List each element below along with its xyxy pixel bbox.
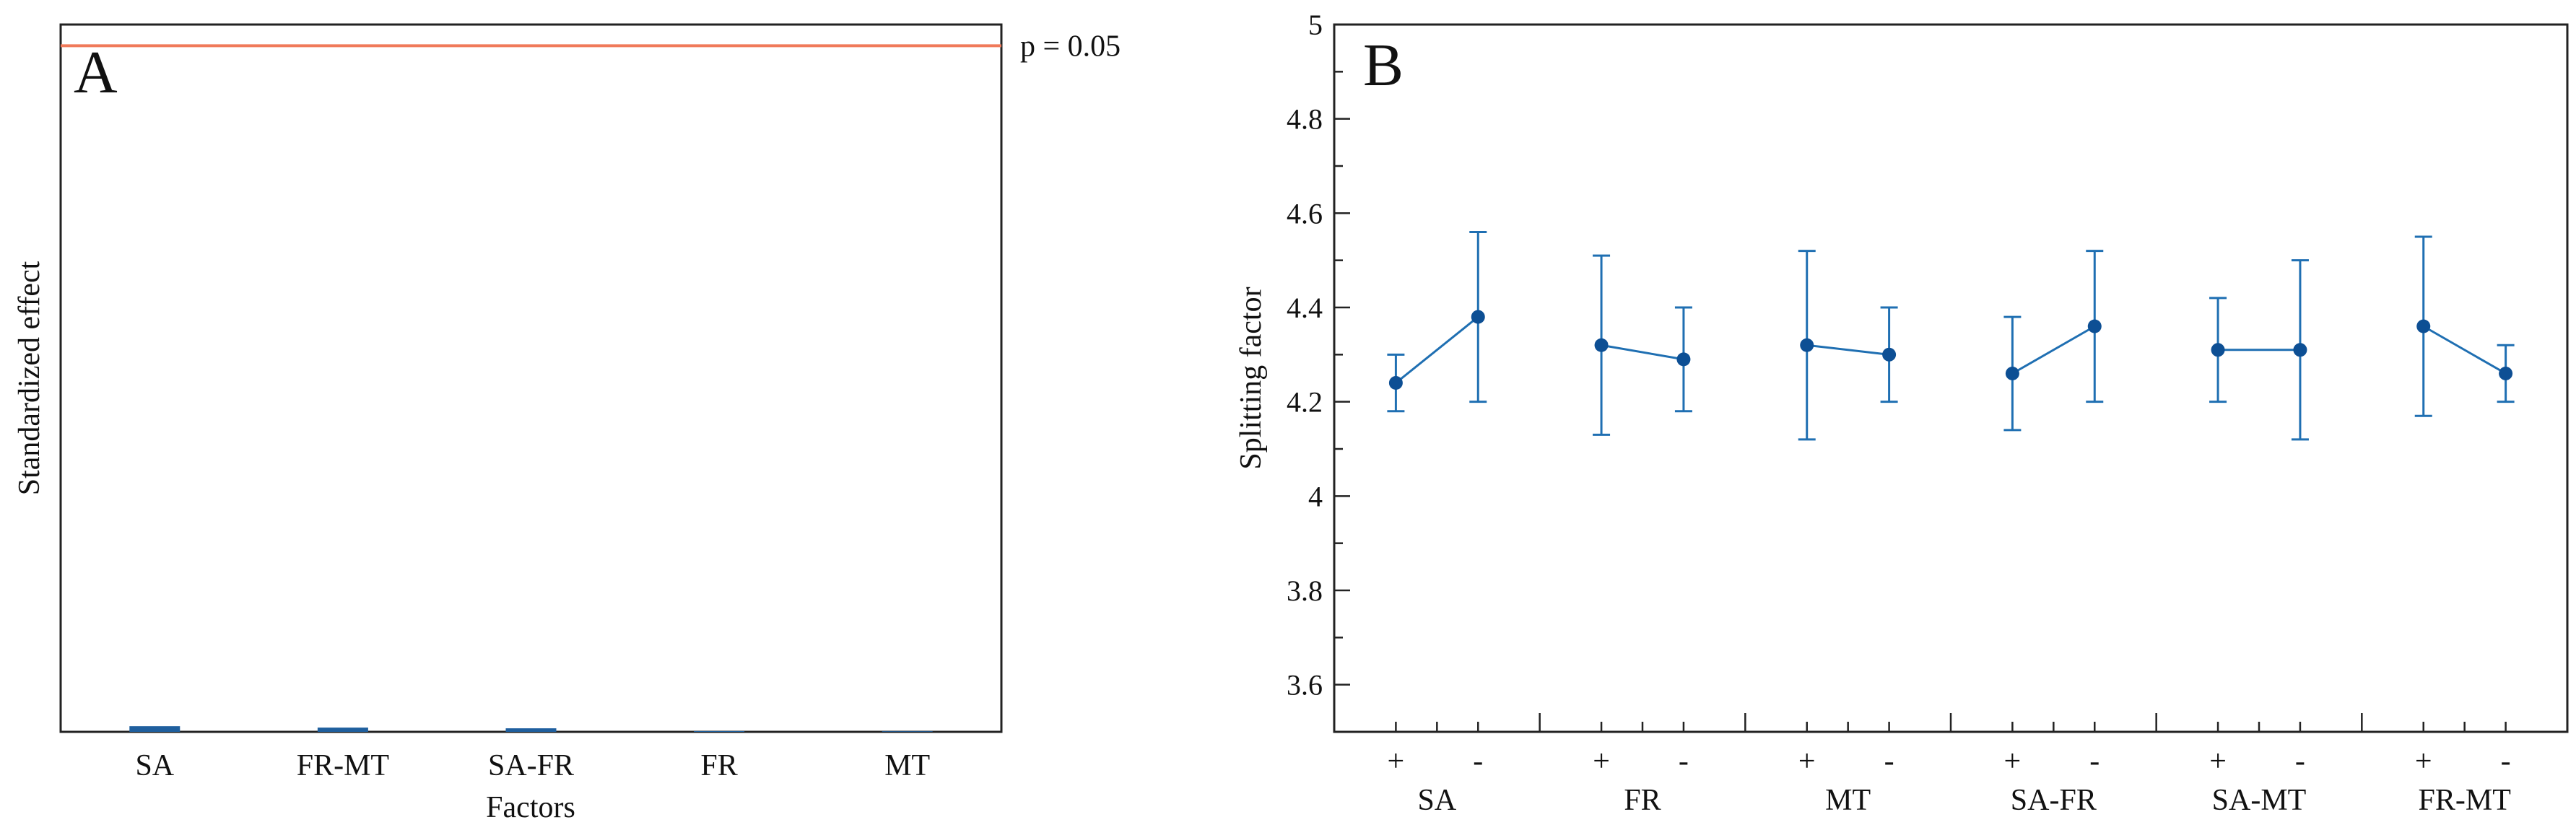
panel-b-label: B [1363, 32, 1404, 99]
panel-b-y-axis-label: Splitting factor [1235, 287, 1268, 469]
point-sa-mt-plus [2211, 343, 2225, 357]
panel-b-frame [1333, 23, 2569, 733]
category-label-sa-fr: SA-FR [488, 749, 574, 782]
y-tick-label: 3.6 [1287, 669, 1323, 702]
group-label-mt: MT [1825, 784, 1871, 817]
series-line-fr-mt [2422, 325, 2507, 375]
bar-fr-mt [317, 728, 368, 732]
panel-a-y-axis-label: Standardized effect [13, 261, 46, 495]
point-mt-plus [1800, 338, 1814, 352]
point-fr-plus [1594, 338, 1609, 352]
y-tick-label: 5 [1308, 9, 1323, 41]
point-sa-minus [1471, 310, 1485, 324]
y-tick-label: 4.2 [1287, 386, 1323, 419]
panel-b-x-ticks [1395, 713, 2507, 732]
group-label-sa: SA [1417, 784, 1456, 817]
panel-a-bars [129, 726, 933, 732]
series-line-mt [1806, 344, 1889, 356]
level-label: + [2415, 745, 2432, 778]
point-fr-minus [1676, 352, 1691, 367]
panel-a-frame [59, 23, 1003, 733]
panel-b: B Splitting factor 3.63.844.24.44.64.85 … [1235, 9, 2569, 817]
series-line-fr [1601, 344, 1684, 361]
level-label: + [2209, 745, 2227, 778]
level-label: - [2501, 745, 2511, 778]
bar-mt [882, 731, 933, 732]
y-tick-label: 3.8 [1287, 575, 1323, 607]
category-label-mt: MT [884, 749, 930, 782]
y-tick-label: 4.6 [1287, 197, 1323, 230]
level-label: + [1593, 745, 1610, 778]
bar-sa-fr [505, 728, 557, 732]
point-sa-fr-minus [2087, 319, 2102, 333]
level-label: - [1473, 745, 1483, 778]
point-mt-minus [1882, 347, 1897, 362]
level-label: - [1884, 745, 1894, 778]
series-line-sa-fr [2011, 325, 2096, 375]
panel-b-level-labels: + - + - + - + - + - + - [1388, 745, 2511, 778]
threshold-label: p = 0.05 [1020, 30, 1121, 63]
group-label-fr: FR [1624, 784, 1661, 817]
point-sa-mt-minus [2293, 343, 2307, 357]
y-tick-label: 4.4 [1287, 292, 1323, 324]
category-label-fr: FR [700, 749, 737, 782]
point-fr-mt-minus [2499, 366, 2513, 380]
series-line-sa [1395, 315, 1479, 384]
group-label-sa-mt: SA-MT [2212, 784, 2307, 817]
panel-b-error-bars [1387, 230, 2515, 441]
y-tick-label: 4 [1308, 480, 1323, 512]
category-label-fr-mt: FR-MT [297, 749, 389, 782]
panel-b-group-labels: SA FR MT SA-FR SA-MT FR-MT [1417, 784, 2510, 817]
bar-fr [694, 731, 745, 732]
panel-b-series-lines [1395, 315, 2507, 384]
category-label-sa: SA [135, 749, 174, 782]
bar-sa [129, 726, 180, 732]
level-label: - [1679, 745, 1689, 778]
level-label: - [2089, 745, 2099, 778]
level-label: + [1388, 745, 1405, 778]
panel-b-y-ticks: 3.6 3.8 4 4.2 4.4 4.6 4.8 5 [1287, 9, 1350, 733]
level-label: - [2295, 745, 2305, 778]
panel-a-x-axis-label: Factors [486, 791, 575, 824]
point-sa-fr-plus [2005, 366, 2019, 380]
point-sa-plus [1388, 376, 1403, 390]
level-label: + [1798, 745, 1816, 778]
panel-a: p = 0.05 A Standardized effect SA FR-MT SA… [13, 23, 1121, 824]
level-label: + [2004, 745, 2022, 778]
y-tick-label: 4.8 [1287, 103, 1323, 136]
group-label-fr-mt: FR-MT [2418, 784, 2510, 817]
group-label-sa-fr: SA-FR [2011, 784, 2097, 817]
panel-a-label: A [74, 39, 118, 106]
panel-a-categories: SA FR-MT SA-FR FR MT [135, 749, 930, 782]
panel-b-points [1388, 310, 2513, 390]
point-fr-mt-plus [2416, 319, 2431, 333]
